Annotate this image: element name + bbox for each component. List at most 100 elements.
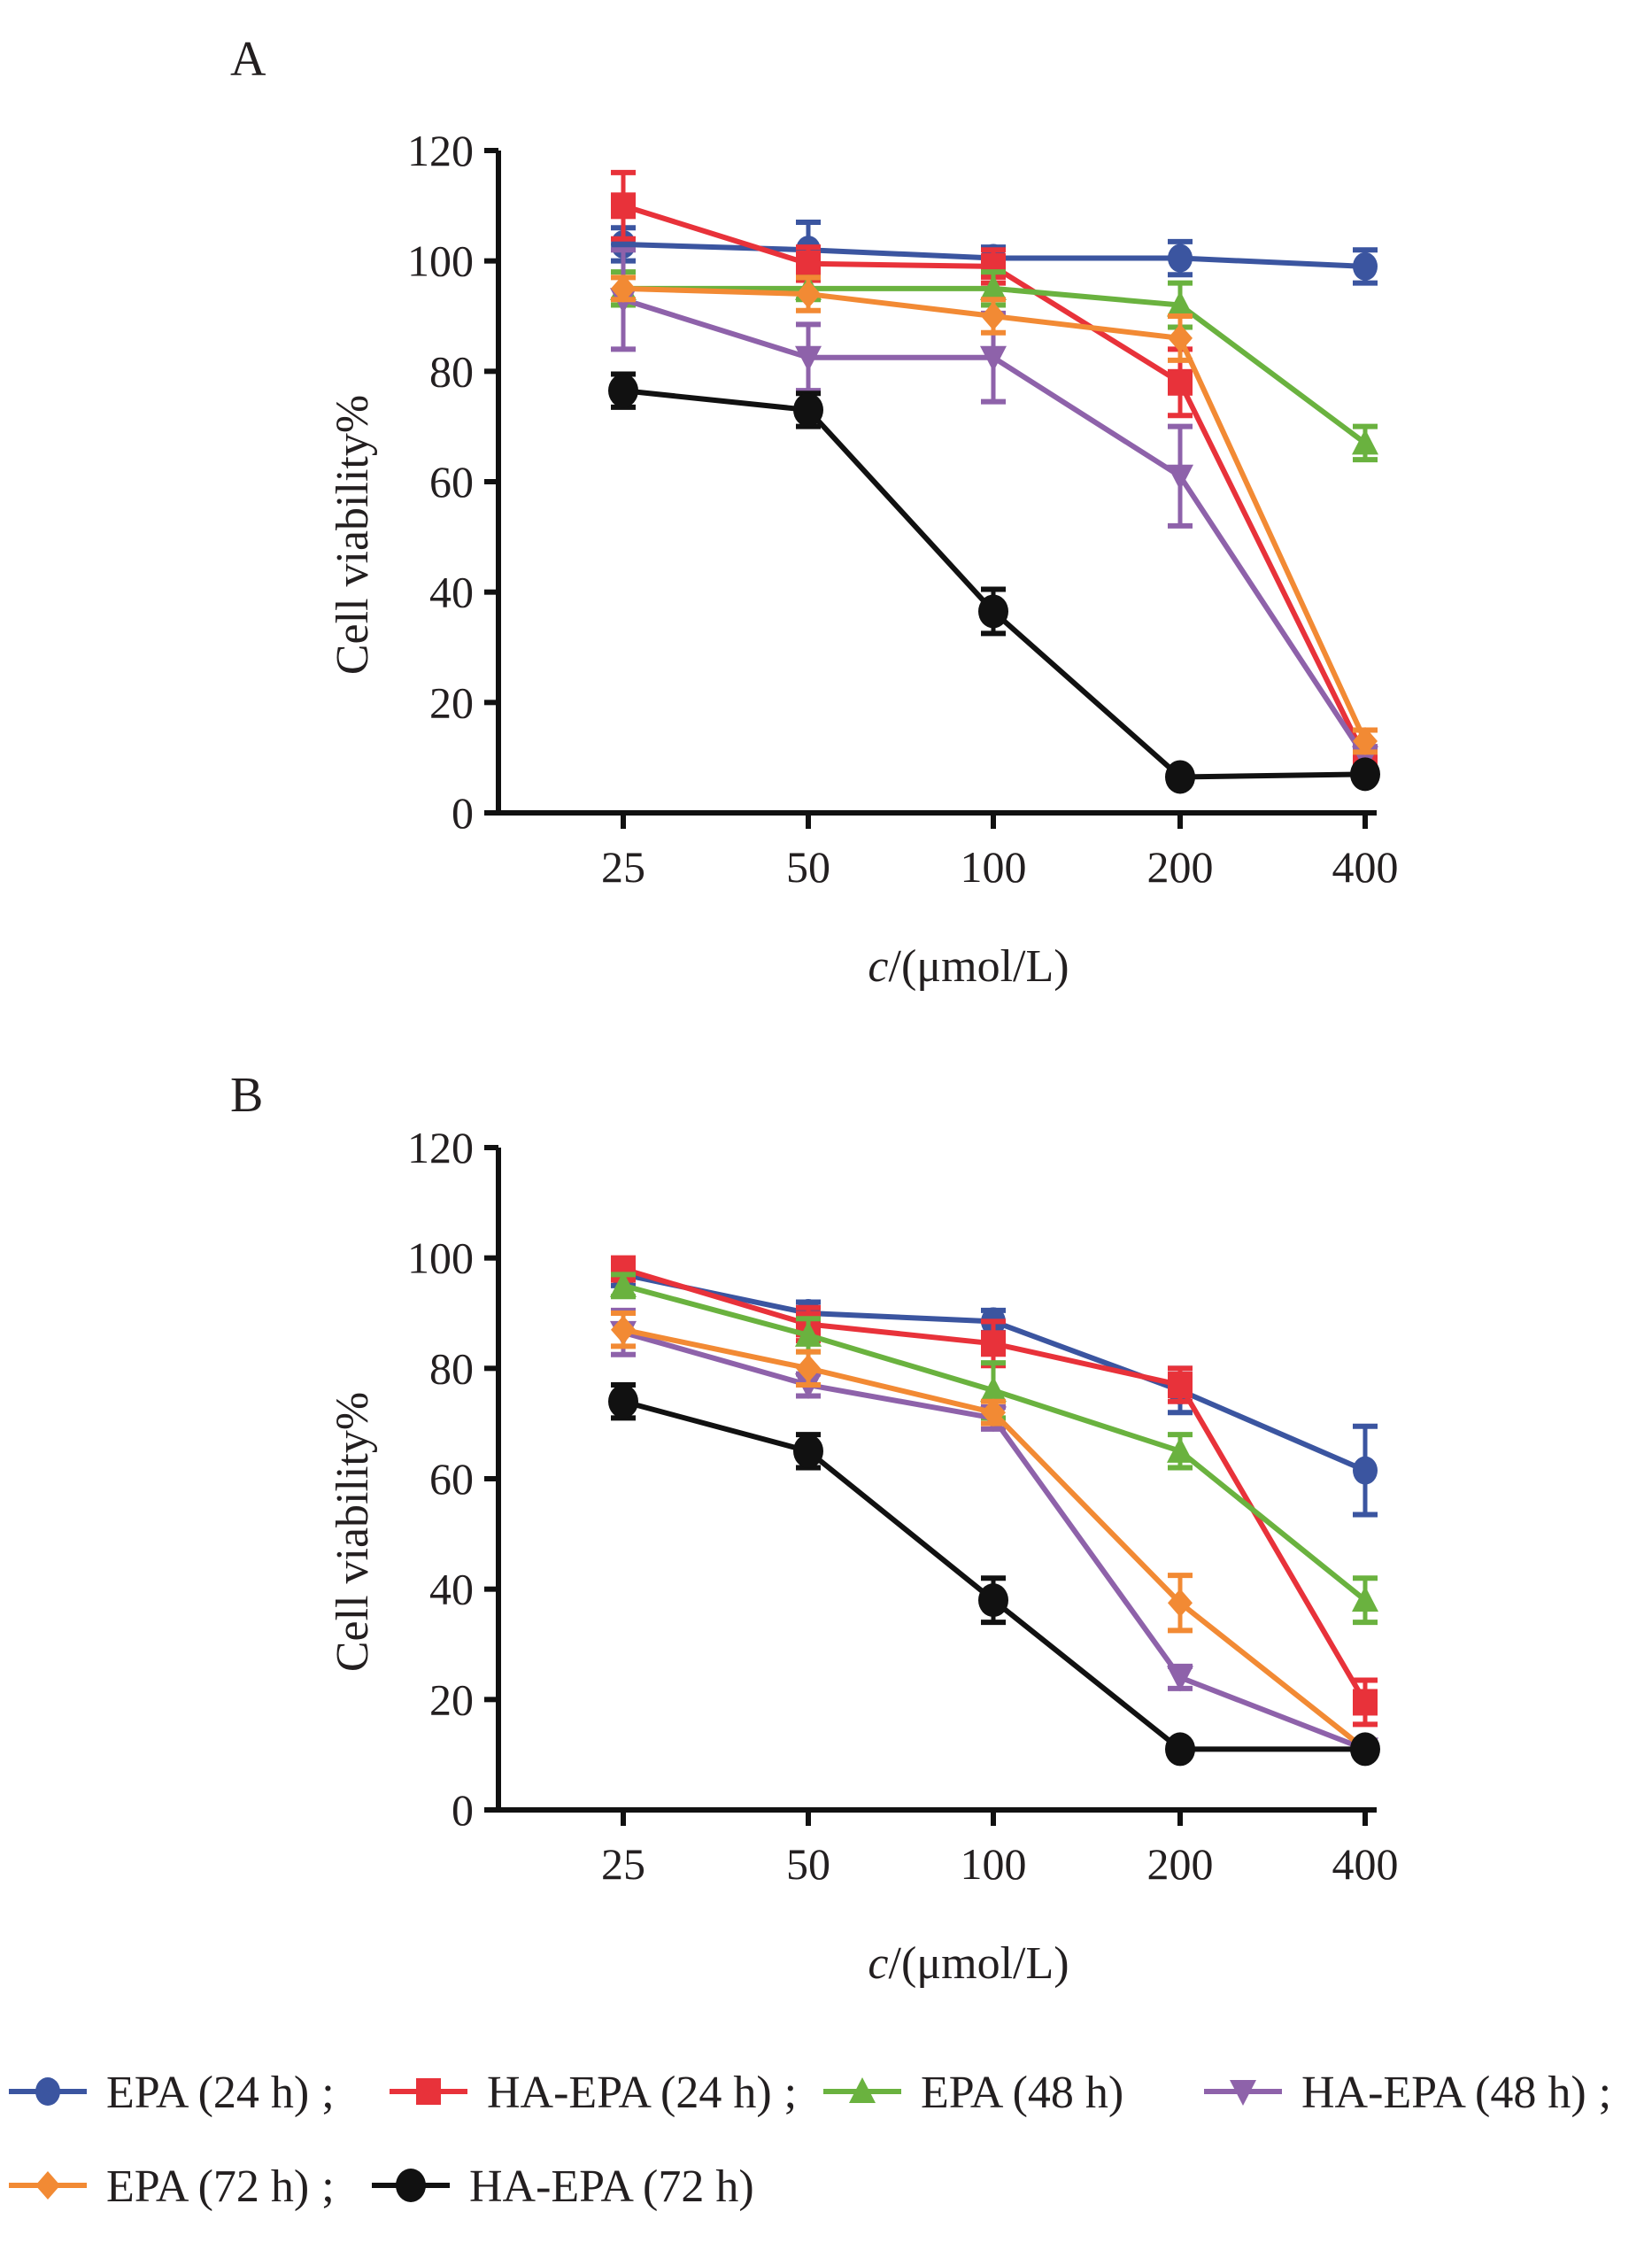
y-tick-label: 100 [407, 236, 474, 286]
series-epa-48-h- [610, 1271, 1378, 1626]
legend-label-text: EPA (24 h) [106, 2068, 309, 2118]
legend-label: EPA (48 h) [921, 2068, 1123, 2118]
data-point [1353, 726, 1378, 755]
legend-marker [849, 2077, 876, 2103]
data-point [610, 1271, 637, 1297]
x-axis-label-italic: c [868, 1938, 888, 1989]
data-point [1352, 1586, 1378, 1612]
series-epa-72-h- [611, 274, 1378, 755]
data-point [796, 1354, 821, 1383]
data-point [1352, 429, 1378, 455]
x-tick-label: 50 [786, 1839, 830, 1889]
series-ha-epa-72-h- [608, 371, 1380, 794]
legend-marker [35, 2077, 60, 2106]
x-tick-label: 100 [961, 1839, 1027, 1889]
legend-item: HA-EPA (48 h); [1204, 2068, 1611, 2118]
data-point [1167, 290, 1193, 317]
series-line [622, 1398, 1365, 1752]
data-point [1353, 251, 1378, 281]
data-point [1168, 244, 1193, 273]
data-point [1353, 1456, 1378, 1485]
legend-separator: ; [321, 2068, 334, 2118]
x-tick-label: 200 [1147, 842, 1214, 892]
data-point [1165, 760, 1195, 794]
data-point [795, 1320, 822, 1347]
data-point [981, 1398, 1006, 1427]
data-point [608, 1384, 638, 1419]
legend: EPA (24 h); HA-EPA (24 h); EPA (48 h) HA-EP… [9, 2068, 1611, 2212]
y-axis-label: Cell viability% [328, 1392, 378, 1672]
data-point [981, 302, 1006, 330]
x-axis-label-italic: c [868, 941, 888, 992]
data-point [980, 274, 1007, 300]
legend-label: HA-EPA (48 h); [1301, 2068, 1611, 2118]
x-tick-label: 25 [601, 1839, 645, 1889]
data-point [795, 345, 822, 372]
data-point [978, 594, 1008, 629]
panel-label: A [230, 32, 266, 87]
y-tick-label: 120 [407, 1123, 474, 1172]
data-point [1167, 1436, 1193, 1463]
y-tick-label: 80 [429, 346, 474, 396]
data-point [981, 1330, 1006, 1357]
y-tick-label: 80 [429, 1343, 474, 1393]
x-tick-label: 100 [961, 842, 1027, 892]
data-point [980, 345, 1007, 372]
legend-label: HA-EPA (24 h); [487, 2068, 797, 2118]
y-tick-label: 100 [407, 1233, 474, 1283]
data-point [1168, 1589, 1193, 1618]
y-tick-label: 20 [429, 1674, 474, 1724]
data-point [978, 1583, 1008, 1618]
legend-marker [35, 2171, 60, 2200]
data-point [611, 1315, 636, 1344]
legend-label: EPA (24 h); [106, 2068, 335, 2118]
data-point [1168, 368, 1193, 396]
panel-b: B 0 20 40 60 80 100 120 25 50 100 200 400 Cell viabil… [230, 1068, 1399, 1989]
data-point [1165, 1732, 1195, 1767]
series-ha-epa-72-h- [608, 1382, 1380, 1767]
data-point [796, 280, 821, 309]
legend-label-text: EPA (72 h) [106, 2161, 309, 2212]
x-axis-label-unit: /(μmol/L) [889, 941, 1069, 992]
y-tick-label: 20 [429, 677, 474, 727]
legend-separator: ; [1599, 2068, 1611, 2118]
legend-item: EPA (72 h); [9, 2161, 335, 2212]
legend-item: EPA (48 h) [823, 2068, 1123, 2118]
y-tick-label: 120 [407, 126, 474, 175]
legend-label-text: HA-EPA (48 h) [1301, 2068, 1586, 2118]
series-ha-epa-24-h- [611, 1255, 1378, 1728]
legend-label: EPA (72 h); [106, 2161, 335, 2212]
data-point [1350, 757, 1380, 792]
y-tick-label: 0 [452, 1785, 474, 1835]
legend-marker [416, 2078, 441, 2105]
legend-marker [396, 2169, 426, 2202]
legend-item: EPA (24 h); [9, 2068, 335, 2118]
data-point [1167, 464, 1193, 491]
data-point [793, 1434, 823, 1468]
data-point [611, 192, 636, 220]
x-axis-label: c/(μmol/L) [868, 941, 1069, 992]
legend-separator: ; [321, 2161, 334, 2212]
legend-marker [1230, 2080, 1256, 2106]
y-tick-label: 0 [452, 788, 474, 838]
data-point [1168, 1372, 1193, 1399]
legend-label-text: EPA (48 h) [921, 2068, 1123, 2118]
data-point [1350, 1732, 1380, 1767]
y-tick-label: 40 [429, 568, 474, 617]
x-tick-label: 400 [1332, 1839, 1399, 1889]
data-point [611, 274, 636, 303]
data-point [608, 374, 638, 408]
data-point [796, 250, 821, 277]
legend-label-text: HA-EPA (72 h) [469, 2161, 754, 2212]
y-tick-label: 60 [429, 457, 474, 506]
data-point [793, 392, 823, 427]
y-axis-label: Cell viability% [328, 395, 378, 675]
x-tick-label: 400 [1332, 842, 1399, 892]
data-point [1168, 323, 1193, 352]
legend-item: HA-EPA (72 h) [372, 2161, 754, 2212]
y-tick-label: 40 [429, 1565, 474, 1614]
data-point [1167, 1666, 1193, 1692]
data-point [1353, 1689, 1378, 1716]
